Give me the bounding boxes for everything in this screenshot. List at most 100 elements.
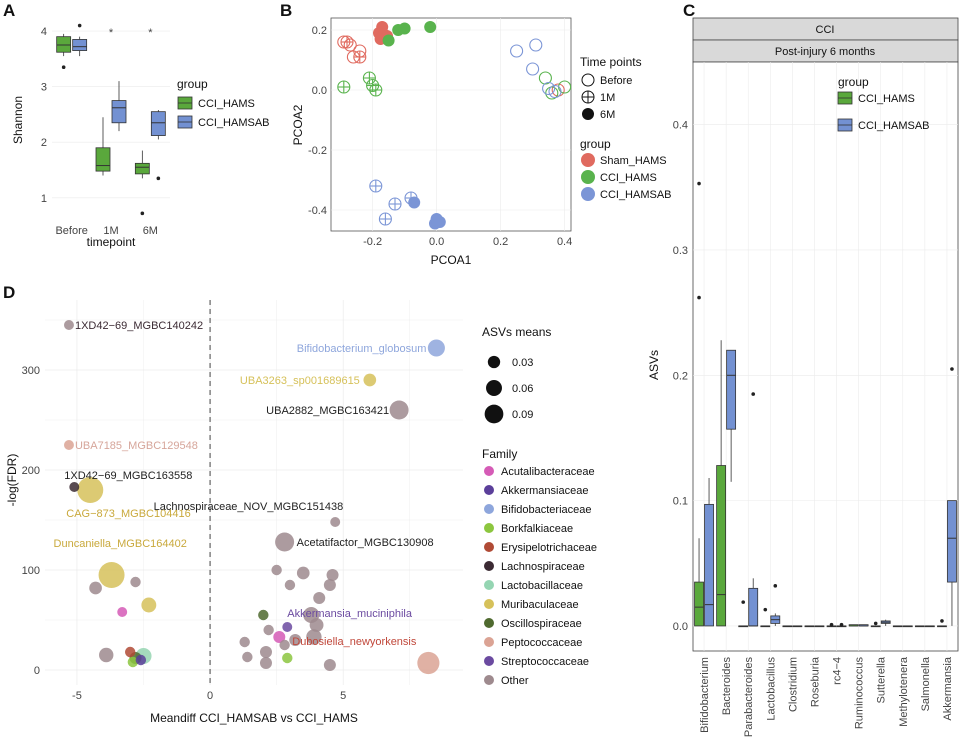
panel-c-x-tick-11: Akkermansia <box>942 656 954 720</box>
panel-b-x-axis-label: PCOA1 <box>431 253 472 267</box>
panel-d-family-legend-label-1: Akkermansiaceae <box>501 485 588 497</box>
panel-a-box-0-0-outlier-0 <box>61 65 66 70</box>
panel-d-y-axis-label: -log(FDR) <box>5 454 19 507</box>
legend-6m-marker <box>582 108 594 120</box>
panel-c-x-tick-5: Roseburia <box>809 656 821 707</box>
panel-b-point-36 <box>378 212 392 226</box>
panel-b-y-tick-0: 0.2 <box>312 25 327 37</box>
panel-a-significance: * * <box>109 27 153 39</box>
panel-a-legend-label-cci-hams: CCI_HAMS <box>198 98 255 110</box>
panel-c-x-tick-0: Bifidobacterium <box>699 657 711 733</box>
panel-c-legend-title: group <box>838 75 869 89</box>
panel-d-family-legend-key-8 <box>484 618 494 628</box>
panel-d-point-1 <box>63 440 74 450</box>
panel-d-family-legend-items: Acutalibacteraceae Akkermansiaceae Bifidob… <box>484 466 597 687</box>
panel-d-grid <box>45 300 463 685</box>
panel-d-point-29 <box>309 618 324 632</box>
panel-c-legend-label-cci-hams: CCI_HAMS <box>858 93 915 105</box>
panel-d-point-14 <box>141 597 157 613</box>
panel-d-point-7 <box>389 400 409 420</box>
panel-c-box-1-11-box <box>947 500 957 583</box>
panel-c-plot-area <box>692 61 959 652</box>
panel-d-family-legend-label-8: Oscillospiraceae <box>501 618 582 630</box>
panel-b-point-33 <box>369 179 383 193</box>
panel-b-point-24-ring <box>526 62 540 76</box>
panel-a-ticks: 1 2 3 4 Before 1M 6M <box>41 26 158 237</box>
panel-d-point-38 <box>279 639 290 651</box>
panel-label-a: A <box>3 1 15 20</box>
panel-b-point-29 <box>362 71 376 85</box>
panel-d-point-23 <box>296 566 310 580</box>
panel-b-point-23-ring <box>529 38 543 52</box>
panel-b-point-32 <box>369 83 383 97</box>
panel-d-point-31 <box>289 634 302 646</box>
panel-d-point-label-0: 1XD42−69_MGBC140242 <box>75 320 203 332</box>
panel-b-point-30 <box>337 80 351 94</box>
panel-d-point-37 <box>259 646 272 658</box>
panel-c-box-0-0-outlier-0 <box>697 181 701 186</box>
panel-b-legend-group-sham-hams: Sham_HAMS <box>600 155 667 167</box>
panel-d-family-legend-key-4 <box>484 542 494 552</box>
panel-c-y-tick-4: 0.4 <box>673 120 688 132</box>
panel-b-legend-time-6m: 6M <box>600 109 615 121</box>
panel-b-point-25 <box>548 84 562 99</box>
panel-b-point-8 <box>382 34 395 47</box>
panel-c-y-tick-2: 0.2 <box>673 370 688 382</box>
panel-c-x-tick-7: Ruminococcus <box>854 657 866 730</box>
panel-d-family-legend-label-5: Lachnospiraceae <box>501 561 585 573</box>
panel-d-point-label-2: 1XD42−69_MGBC163558 <box>64 470 192 482</box>
panel-d-y-tick-2: 200 <box>22 465 40 477</box>
panel-d-size-legend-label-3: 0.09 <box>512 409 533 421</box>
panel-a-y-tick-3: 4 <box>41 26 47 38</box>
panel-a-y-tick-2: 3 <box>41 82 47 94</box>
panel-a-box-0-2-outlier-0 <box>140 211 145 216</box>
panel-c-box-0-2-outlier-0 <box>741 600 746 604</box>
panel-d-point-24 <box>326 569 339 581</box>
panel-d-point-36 <box>242 651 253 663</box>
panel-a-sig-2: * <box>148 27 153 39</box>
panel-c-x-tick-1: Bacteroides <box>721 657 733 716</box>
panel-d-x-tick-2: 5 <box>340 690 346 702</box>
panel-d-point-labels: 1XD42−69_MGBC140242 UBA7185_MGBC129548 1XD… <box>54 320 434 648</box>
panel-d-point-26 <box>323 579 336 591</box>
panel-d-point-17 <box>124 646 136 658</box>
panel-d-point-label-6: UBA3263_sp001689615 <box>240 375 360 387</box>
panel-label-b: B <box>280 1 292 20</box>
panel-d-point-27 <box>313 592 326 604</box>
panel-c-box-0-1-box <box>716 465 727 627</box>
panel-d-family-legend-key-1 <box>484 485 494 495</box>
panel-d-family-legend-label-10: Streptococcaceae <box>501 656 589 668</box>
panel-b-y-tick-2: -0.2 <box>308 145 327 157</box>
panel-d-family-legend-key-2 <box>484 504 494 514</box>
panel-d-point-8 <box>330 517 341 527</box>
panel-c-legend: group CCI_HAMS CCI_HAMSAB <box>837 75 930 132</box>
legend-before-marker <box>581 73 595 87</box>
panel-d-family-legend-label-0: Acutalibacteraceae <box>501 466 595 478</box>
panel-a-legend-label-cci-hamsab: CCI_HAMSAB <box>198 117 270 129</box>
panel-b-legend-time-1m: 1M <box>600 92 615 104</box>
panel-c-x-tick-9: Methylotenera <box>898 656 910 727</box>
panel-d-family-legend-label-11: Other <box>501 675 529 687</box>
panel-d-family-legend-label-6: Lactobacillaceae <box>501 580 583 592</box>
panel-d-size-legend-label-2: 0.06 <box>512 383 533 395</box>
panel-d-point-12 <box>89 581 102 595</box>
panel-b-point-28 <box>353 50 367 64</box>
panel-a-x-tick-1: 1M <box>103 225 118 237</box>
panel-d-point-label-1: UBA7185_MGBC129548 <box>75 440 198 452</box>
panel-d-point-label-10: Akkermansia_muciniphila <box>287 608 413 620</box>
panel-d-point-label-3: CAG−873_MGBC104416 <box>66 508 190 520</box>
panel-c-y-axis-label: ASVs <box>647 350 661 380</box>
panel-d-point-20 <box>127 656 139 668</box>
panel-d-y-tick-1: 100 <box>22 565 40 577</box>
panel-d-point-label-9: Acetatifactor_MGBC130908 <box>297 537 434 549</box>
panel-c-y-tick-1: 0.1 <box>673 496 688 508</box>
panel-d-family-legend-title: Family <box>482 447 517 461</box>
panel-a-y-tick-1: 2 <box>41 137 47 149</box>
panel-c-grid <box>693 62 958 651</box>
panel-d-point-10 <box>282 622 293 632</box>
panel-c-strip-top-label: CCI <box>816 24 835 36</box>
panel-b-point-23 <box>529 38 543 52</box>
panel-d-size-legend-key-1 <box>486 380 502 396</box>
legend-cci-hams-marker <box>581 170 595 184</box>
